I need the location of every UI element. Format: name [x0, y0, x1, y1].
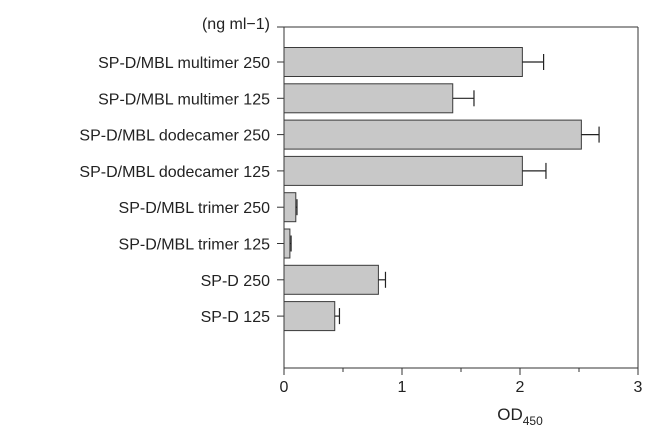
category-label: SP-D 250 [201, 273, 270, 290]
x-tick-label: 0 [280, 379, 289, 396]
bar [284, 193, 296, 222]
x-tick-label: 2 [516, 379, 525, 396]
category-labels-group: SP-D/MBL multimer 250 SP-D/MBL multimer 1… [79, 55, 270, 326]
x-axis-label-main: OD [497, 405, 523, 424]
x-axis-label-subscript: 450 [523, 414, 543, 428]
category-label: SP-D/MBL trimer 125 [119, 237, 271, 254]
category-label: SP-D/MBL multimer 250 [98, 55, 270, 72]
x-tick-label: 1 [398, 379, 407, 396]
category-label: SP-D/MBL trimer 250 [119, 200, 271, 217]
bar [284, 265, 378, 294]
x-axis-label: OD450 [497, 405, 543, 428]
category-label: SP-D 125 [201, 309, 270, 326]
x-tick-label: 3 [634, 379, 643, 396]
bar [284, 156, 522, 185]
x-ticks-group: 0 1 2 3 [280, 368, 643, 396]
category-label: SP-D/MBL multimer 125 [98, 91, 270, 108]
category-label: SP-D/MBL dodecamer 125 [79, 164, 270, 181]
unit-label: (ng ml−1) [202, 16, 270, 33]
bars-group [284, 48, 581, 331]
bar [284, 120, 581, 149]
bar [284, 229, 290, 258]
category-label: SP-D/MBL dodecamer 250 [79, 128, 270, 145]
bar [284, 302, 335, 331]
bar [284, 84, 453, 113]
bar [284, 48, 522, 77]
